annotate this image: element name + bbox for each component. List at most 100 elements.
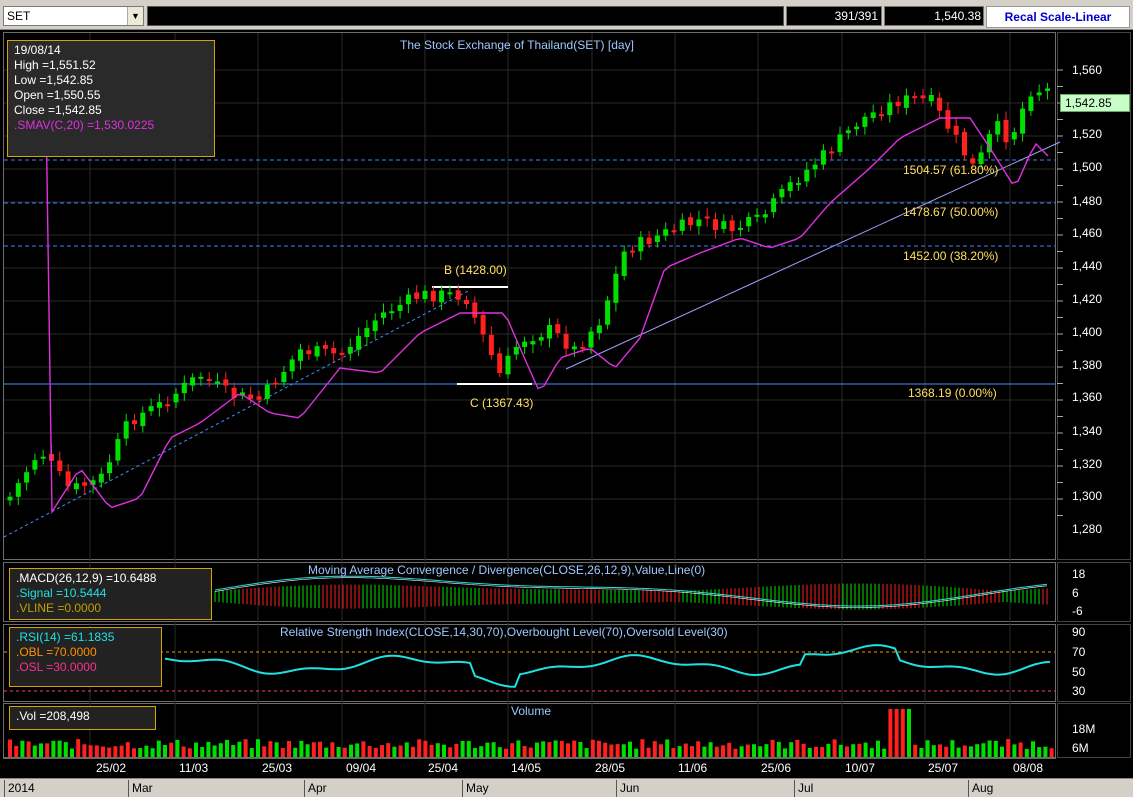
volume-bar — [919, 747, 924, 757]
volume-bar — [702, 746, 707, 757]
candle-body — [704, 216, 710, 219]
volume-bar — [993, 740, 998, 757]
volume-bar — [956, 747, 961, 757]
candle-body — [173, 393, 179, 403]
volume-bar — [646, 747, 651, 757]
candle-body — [389, 311, 395, 314]
candle-body — [547, 325, 552, 339]
candle-body — [513, 346, 519, 355]
volume-bar — [863, 742, 868, 757]
macd-tick-label: 6 — [1072, 586, 1079, 600]
symbol-dropdown[interactable]: SET ▼ — [3, 6, 144, 26]
candle-body — [737, 227, 743, 230]
volume-bar — [708, 742, 713, 757]
volume-bar — [578, 741, 583, 757]
candle-body — [455, 290, 461, 300]
date-label: 10/07 — [845, 761, 876, 775]
volume-bar — [200, 747, 205, 757]
volume-bar — [727, 742, 732, 757]
volume-bar — [187, 748, 192, 757]
volume-bar — [962, 745, 967, 757]
candle-body — [32, 460, 38, 470]
bar-count: 391/391 — [786, 6, 882, 26]
price-y-axis[interactable] — [1057, 32, 1131, 560]
candle-body — [472, 302, 478, 318]
macd-y-axis — [1057, 562, 1131, 622]
volume-tick-label: 18M — [1072, 722, 1096, 736]
candle-body — [165, 404, 171, 407]
y-tick-label: 1,340 — [1072, 424, 1103, 438]
volume-bar — [900, 709, 905, 757]
volume-bar — [547, 742, 552, 757]
volume-bar — [119, 745, 124, 757]
volume-bar — [280, 748, 285, 757]
volume-bar — [305, 744, 310, 757]
volume-bar — [975, 744, 980, 757]
recal-scale-button[interactable]: Recal Scale-Linear — [986, 6, 1130, 28]
volume-bar — [776, 741, 781, 757]
volume-bar — [789, 742, 794, 757]
volume-tick-label: 6M — [1072, 741, 1089, 755]
macd-title: Moving Average Convergence / Divergence(… — [308, 563, 706, 577]
volume-bar — [1024, 748, 1029, 757]
dashed-trend-line — [3, 289, 471, 538]
rsi-tick-label: 90 — [1072, 625, 1086, 639]
volume-bar — [274, 742, 279, 757]
volume-bar — [876, 740, 880, 757]
volume-bar — [869, 748, 874, 757]
volume-bar — [770, 739, 775, 757]
volume-bar — [1000, 746, 1004, 757]
candle-body — [879, 114, 884, 117]
volume-bar — [51, 740, 56, 757]
candle-body — [688, 217, 694, 226]
candle-body — [239, 392, 245, 396]
date-label: 08/08 — [1013, 761, 1044, 775]
candle-body — [331, 348, 337, 354]
volume-bar — [925, 740, 930, 757]
info-high: High =1,551.52 — [14, 58, 96, 72]
rsi-osl: .OSL =30.0000 — [16, 660, 97, 674]
y-tick-label: 1,360 — [1072, 390, 1103, 404]
volume-bar — [225, 739, 229, 757]
candle-body — [40, 456, 46, 459]
candle-body — [654, 235, 660, 243]
volume-bar — [423, 740, 428, 757]
volume-bar — [63, 742, 68, 757]
rsi-tick-label: 50 — [1072, 665, 1086, 679]
volume-bar — [1043, 746, 1048, 757]
volume-bar — [156, 740, 161, 757]
date-label: 14/05 — [511, 761, 542, 775]
date-label: 25/07 — [928, 761, 959, 775]
volume-bar — [293, 747, 298, 757]
candle-body — [713, 219, 718, 231]
volume-bar — [677, 746, 682, 757]
volume-bar — [442, 744, 446, 757]
candle-body — [945, 110, 951, 129]
chevron-down-icon[interactable]: ▼ — [127, 7, 143, 25]
y-tick-label: 1,400 — [1072, 325, 1103, 339]
candle-body — [663, 229, 669, 236]
y-tick-label: 1,380 — [1072, 358, 1103, 372]
volume-bar — [590, 739, 595, 757]
volume-bar — [70, 748, 74, 757]
candle-body — [995, 121, 1001, 135]
candle-body — [787, 182, 793, 191]
volume-bar — [88, 745, 93, 757]
candle-body — [854, 126, 860, 130]
candle-body — [820, 150, 826, 165]
info-smav: .SMAV(C,20) =1,530.0225 — [14, 118, 155, 132]
candle-body — [488, 334, 494, 356]
macd-info-box: .MACD(26,12,9) =10.6488 .Signal =10.5444… — [9, 568, 212, 620]
volume-bar — [460, 740, 465, 757]
rsi-panel[interactable] — [3, 624, 1056, 702]
main-chart-title: The Stock Exchange of Thailand(SET) [day… — [400, 38, 634, 52]
volume-bar — [32, 745, 37, 757]
candle-body — [646, 237, 652, 245]
volume-bar — [783, 748, 787, 757]
date-label: 11/03 — [179, 761, 209, 775]
date-label: 25/02 — [96, 761, 127, 775]
volume-bar — [851, 744, 856, 757]
y-tick-label: 1,560 — [1072, 63, 1103, 77]
candle-body — [464, 300, 469, 305]
